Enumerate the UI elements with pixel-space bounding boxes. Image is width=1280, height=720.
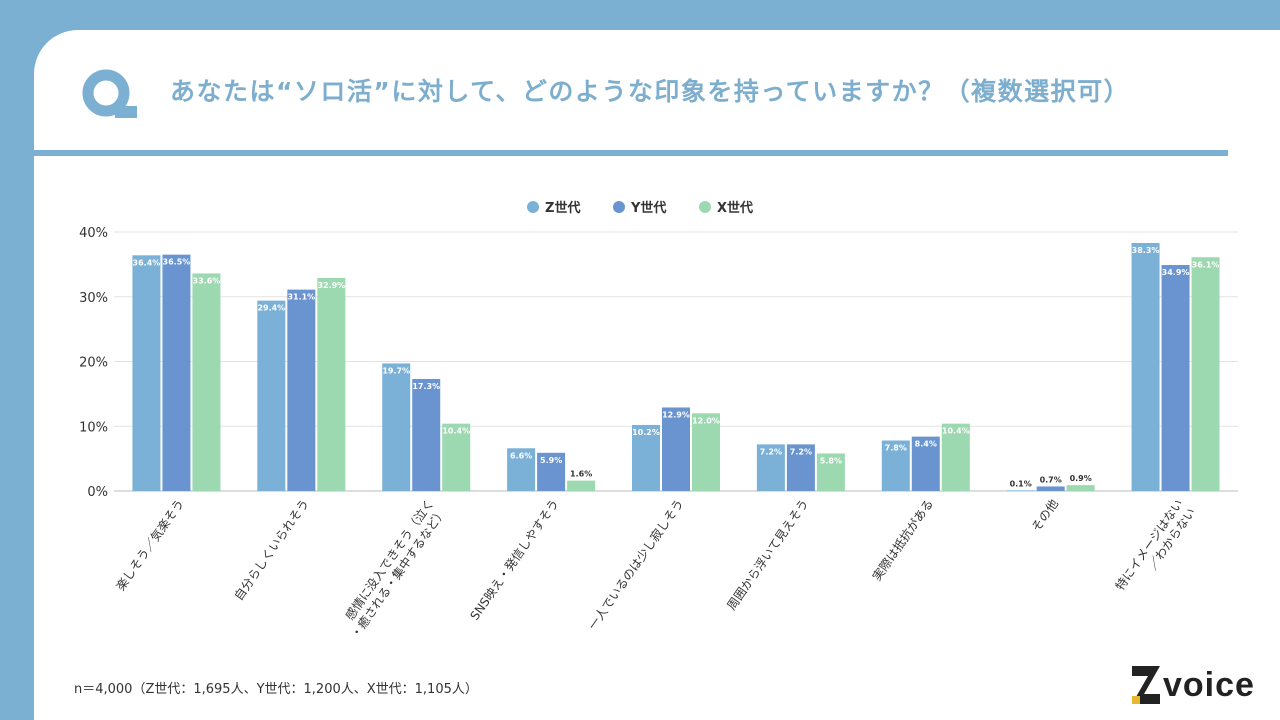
bar	[1131, 243, 1160, 491]
data-label: 12.0%	[692, 416, 720, 425]
data-label: 38.3%	[1132, 246, 1160, 255]
bar	[692, 413, 720, 491]
x-tick-label: 特にイメージはない／わからない	[1112, 496, 1198, 601]
page-title: あなたは“ソロ活”に対して、どのような印象を持っていますか？（複数選択可）	[170, 77, 1131, 106]
legend-dot-y	[612, 200, 625, 213]
content-card	[34, 30, 1280, 720]
bar	[881, 440, 910, 491]
data-label: 12.9%	[662, 410, 690, 419]
data-label: 34.9%	[1162, 268, 1190, 277]
bar	[567, 480, 596, 491]
data-label: 0.7%	[1040, 475, 1062, 484]
q-icon	[82, 69, 137, 118]
x-tick-label: 自分らしくいられそう	[231, 497, 311, 603]
bar	[537, 452, 566, 491]
bar	[257, 300, 286, 491]
legend-item-y: Y世代	[612, 197, 667, 216]
bar	[632, 424, 660, 491]
data-label: 36.1%	[1192, 260, 1220, 269]
legend-label-x: X世代	[716, 201, 753, 216]
zvoice-logo-mark	[1132, 666, 1160, 704]
x-tick-label: 楽しそう／気楽そう	[113, 496, 187, 593]
bar	[1036, 486, 1065, 491]
x-tick-label-line: 自分らしくいられそう	[231, 497, 311, 603]
bar	[662, 407, 690, 491]
data-label: 31.1%	[287, 293, 315, 302]
x-tick-label-line: 実際は抵抗がある	[869, 496, 936, 583]
y-tick-label: 30%	[79, 291, 108, 306]
data-label: 1.6%	[570, 470, 592, 479]
data-label: 33.6%	[193, 276, 221, 285]
data-label: 7.8%	[885, 443, 907, 452]
bar	[756, 444, 785, 491]
bar	[507, 448, 536, 491]
x-tick-label: 周囲から浮いて見えそう	[724, 497, 811, 613]
legend-label-z: Z世代	[545, 201, 581, 216]
legend-dot-x	[698, 200, 711, 213]
x-tick-label: その他	[1029, 497, 1061, 535]
data-label: 10.4%	[442, 427, 470, 436]
bar	[442, 423, 471, 491]
bar	[317, 277, 346, 491]
legend-dot-z	[527, 200, 540, 213]
y-tick-label: 40%	[79, 226, 108, 241]
x-tick-label-line: SNS映え・発信しやすそう	[467, 497, 561, 623]
x-tick-label-line: ・癒される・集中するなど）	[347, 505, 449, 641]
data-label: 29.4%	[257, 304, 285, 313]
data-label: 36.4%	[133, 258, 161, 267]
sample-size-note: n＝4,000（Z世代：1,695人、Y世代：1,200人、X世代：1,105人…	[74, 682, 478, 697]
data-label: 19.7%	[382, 366, 410, 375]
bar	[1066, 485, 1095, 491]
legend-label-y: Y世代	[630, 201, 667, 216]
bar	[162, 254, 191, 491]
bar	[1191, 257, 1220, 491]
bar	[816, 453, 845, 491]
bar	[382, 363, 411, 491]
x-tick-label: SNS映え・発信しやすそう	[467, 497, 561, 623]
legend-item-z: Z世代	[527, 197, 580, 216]
data-label: 5.8%	[820, 456, 842, 465]
data-label: 7.2%	[790, 447, 812, 456]
data-label: 7.2%	[760, 447, 782, 456]
bar	[941, 423, 970, 491]
bar	[911, 436, 940, 491]
bar	[786, 444, 815, 491]
data-label: 36.5%	[163, 258, 191, 267]
y-tick-label: 20%	[79, 356, 108, 371]
x-tick-label: 実際は抵抗がある	[869, 496, 936, 583]
data-label: 0.9%	[1070, 474, 1092, 483]
data-label: 5.9%	[540, 456, 562, 465]
zvoice-logo-text: voice	[1163, 666, 1255, 704]
y-tick-label: 10%	[79, 420, 108, 435]
x-tick-label-line: 周囲から浮いて見えそう	[724, 497, 811, 613]
data-label: 6.6%	[510, 451, 532, 460]
data-label: 17.3%	[412, 382, 440, 391]
title-divider	[34, 150, 1228, 156]
bar	[287, 289, 316, 491]
data-label: 32.9%	[317, 281, 345, 290]
x-tick-label-line: その他	[1029, 497, 1061, 535]
data-label: 8.4%	[915, 440, 937, 449]
chart-legend: Z世代 Y世代 X世代	[0, 197, 1280, 216]
x-tick-label-line: 楽しそう／気楽そう	[113, 496, 187, 593]
data-label: 10.4%	[942, 427, 970, 436]
bar	[412, 378, 441, 491]
legend-item-x: X世代	[698, 197, 753, 216]
bar	[1006, 490, 1035, 491]
bar	[1161, 265, 1190, 491]
data-label: 0.1%	[1010, 479, 1032, 488]
data-label: 10.2%	[632, 428, 660, 437]
x-tick-label-line: 感情に没入できそう（泣く	[342, 496, 437, 623]
x-tick-label: 一人でいるのは少し寂しそう	[585, 496, 687, 632]
y-tick-label: 0%	[87, 485, 108, 500]
x-tick-label-line: 一人でいるのは少し寂しそう	[585, 496, 687, 632]
x-tick-label: 感情に没入できそう（泣く・癒される・集中するなど）	[335, 496, 449, 641]
bar	[132, 255, 161, 491]
bar	[192, 273, 221, 491]
